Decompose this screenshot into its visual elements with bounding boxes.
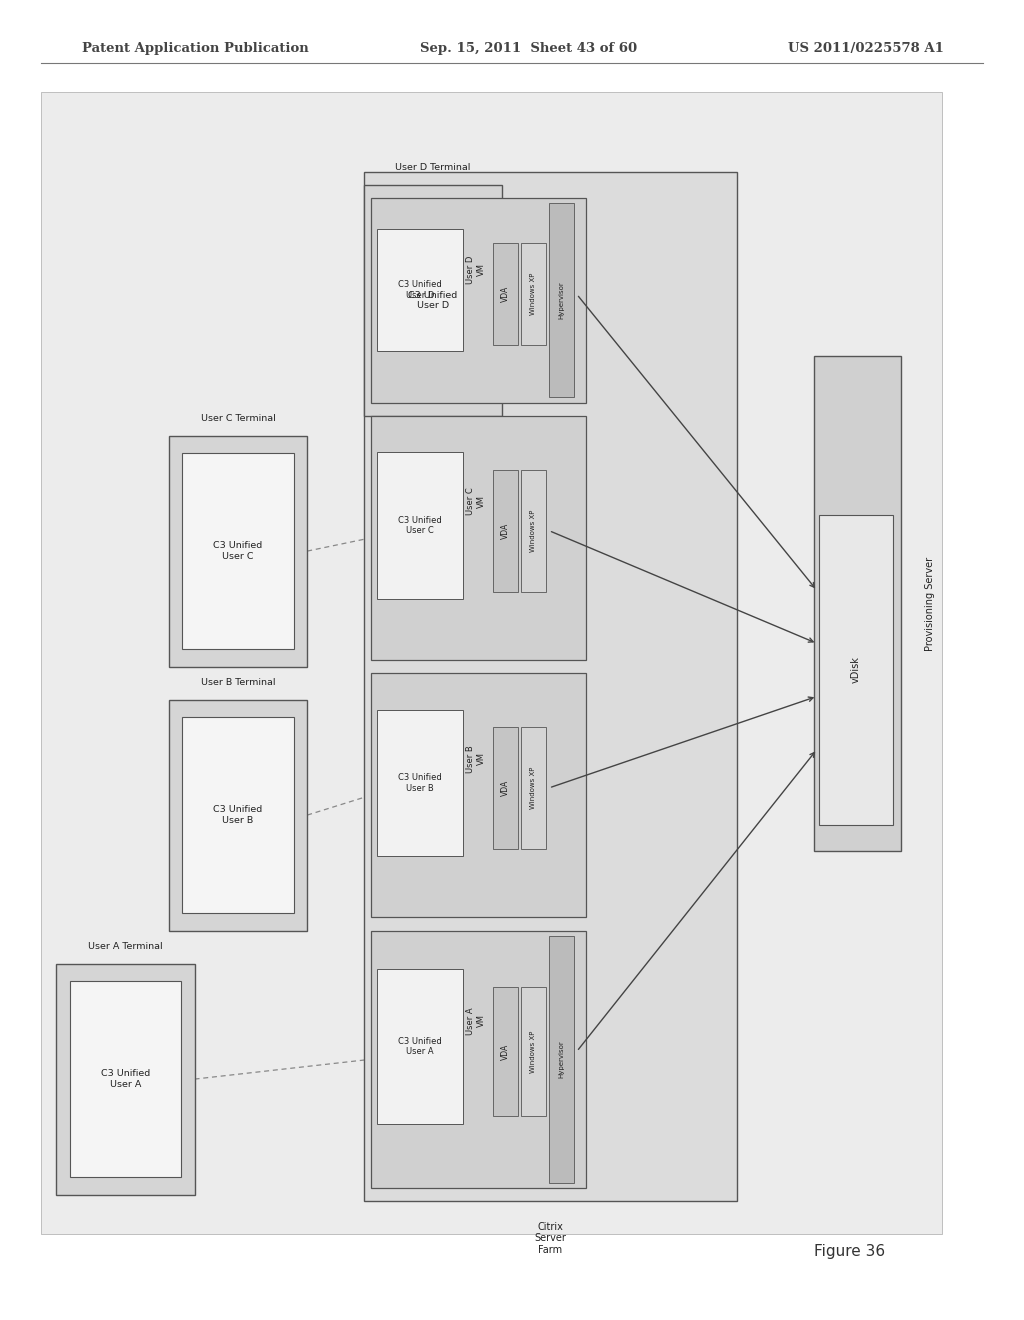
Bar	[377, 710, 463, 857]
Bar	[549, 936, 573, 1183]
Bar	[521, 987, 546, 1115]
Bar	[494, 987, 518, 1115]
Bar	[182, 453, 294, 649]
Text: US 2011/0225578 A1: US 2011/0225578 A1	[788, 42, 944, 55]
Text: C3 Unified
User D: C3 Unified User D	[398, 280, 441, 300]
Text: User A Terminal: User A Terminal	[88, 942, 163, 950]
Bar	[521, 243, 546, 346]
Text: C3 Unified
User B: C3 Unified User B	[213, 805, 263, 825]
Text: Patent Application Publication: Patent Application Publication	[82, 42, 308, 55]
Text: Provisioning Server: Provisioning Server	[925, 557, 935, 651]
Text: Windows XP: Windows XP	[530, 767, 537, 809]
Text: User C Terminal: User C Terminal	[201, 414, 275, 422]
Text: User B Terminal: User B Terminal	[201, 678, 275, 686]
Bar	[494, 470, 518, 591]
Text: Windows XP: Windows XP	[530, 1031, 537, 1073]
Bar	[814, 356, 901, 851]
Bar	[377, 202, 488, 399]
Text: User D Terminal: User D Terminal	[395, 164, 470, 172]
Text: Sep. 15, 2011  Sheet 43 of 60: Sep. 15, 2011 Sheet 43 of 60	[420, 42, 637, 55]
Text: Hypervisor: Hypervisor	[558, 1040, 564, 1078]
Text: C3 Unified
User A: C3 Unified User A	[100, 1069, 151, 1089]
Text: User C
VM: User C VM	[466, 487, 485, 515]
Bar	[819, 515, 893, 825]
Bar	[371, 673, 586, 917]
Bar	[41, 92, 942, 1234]
Text: C3 Unified
User A: C3 Unified User A	[398, 1036, 441, 1056]
Text: Windows XP: Windows XP	[530, 273, 537, 315]
Bar	[377, 969, 463, 1123]
Bar	[371, 198, 586, 403]
Bar	[549, 203, 573, 397]
Bar	[494, 243, 518, 346]
Bar	[169, 700, 307, 931]
Text: User B
VM: User B VM	[466, 744, 485, 772]
Bar	[364, 185, 502, 416]
Text: C3 Unified
User C: C3 Unified User C	[398, 516, 441, 536]
Text: Hypervisor: Hypervisor	[558, 281, 564, 319]
Bar	[182, 717, 294, 913]
Text: VDA: VDA	[501, 286, 510, 302]
Bar	[56, 964, 195, 1195]
Text: Citrix
Server
Farm: Citrix Server Farm	[535, 1221, 566, 1255]
Text: C3 Unified
User C: C3 Unified User C	[213, 541, 263, 561]
Text: Figure 36: Figure 36	[814, 1243, 886, 1259]
Bar	[371, 416, 586, 660]
Text: VDA: VDA	[501, 523, 510, 539]
Bar	[521, 470, 546, 591]
Bar	[70, 981, 181, 1177]
Text: C3 Unified
User D: C3 Unified User D	[408, 290, 458, 310]
Bar	[377, 228, 463, 351]
Text: C3 Unified
User B: C3 Unified User B	[398, 774, 441, 793]
Bar	[494, 727, 518, 849]
Bar	[169, 436, 307, 667]
Bar	[364, 172, 737, 1201]
Text: User D
VM: User D VM	[466, 256, 485, 284]
Text: VDA: VDA	[501, 1043, 510, 1060]
Text: VDA: VDA	[501, 780, 510, 796]
Bar	[371, 931, 586, 1188]
Text: User A
VM: User A VM	[466, 1007, 485, 1035]
Text: Windows XP: Windows XP	[530, 510, 537, 552]
Bar	[377, 453, 463, 599]
Text: vDisk: vDisk	[851, 656, 861, 684]
Bar	[521, 727, 546, 849]
